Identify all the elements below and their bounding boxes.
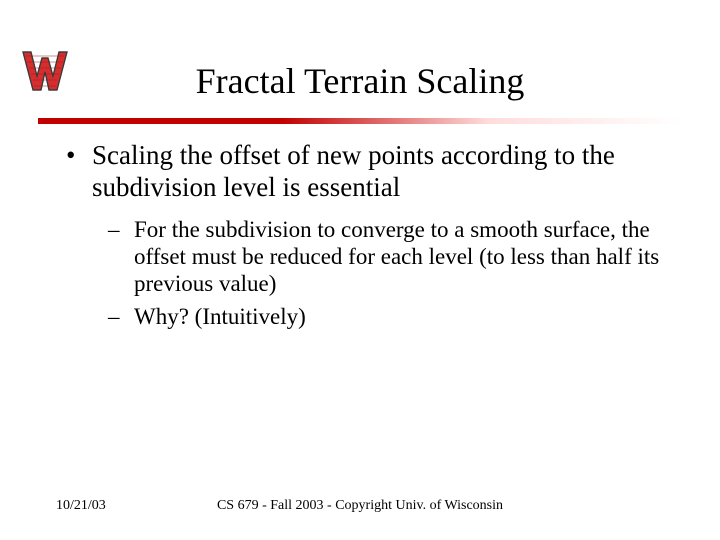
- bullet-text: Scaling the offset of new points accordi…: [92, 140, 680, 204]
- slide-body: • Scaling the offset of new points accor…: [60, 140, 680, 336]
- bullet-marker: –: [106, 303, 134, 330]
- slide-title: Fractal Terrain Scaling: [0, 60, 720, 102]
- bullet-text: For the subdivision to converge to a smo…: [134, 216, 680, 297]
- bullet-marker: –: [106, 216, 134, 297]
- bullet-marker: •: [60, 140, 92, 204]
- sub-bullet-list: – For the subdivision to converge to a s…: [106, 216, 680, 331]
- bullet-text: Why? (Intuitively): [134, 303, 680, 330]
- bullet-level1: • Scaling the offset of new points accor…: [60, 140, 680, 204]
- bullet-level2: – Why? (Intuitively): [106, 303, 680, 330]
- title-underline: [38, 118, 682, 124]
- bullet-level2: – For the subdivision to converge to a s…: [106, 216, 680, 297]
- slide: Fractal Terrain Scaling • Scaling the of…: [0, 0, 720, 540]
- footer-course-info: CS 679 - Fall 2003 - Copyright Univ. of …: [0, 498, 720, 514]
